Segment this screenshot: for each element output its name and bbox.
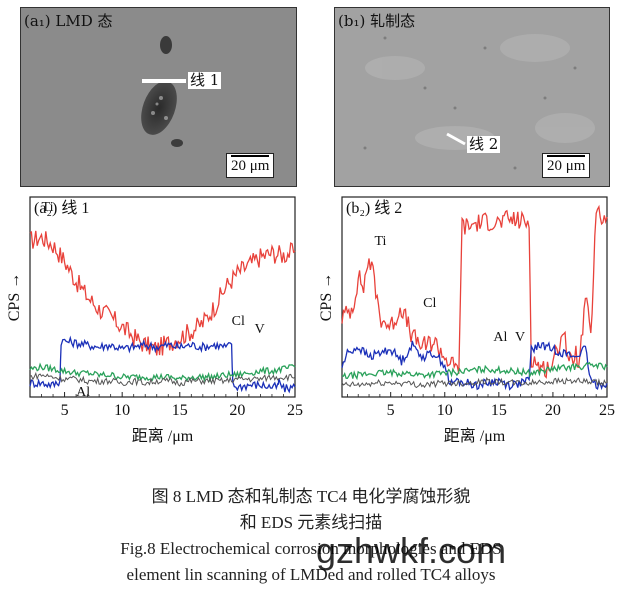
scale-label-b1: 20 μm	[547, 158, 586, 174]
x-tick-label: 15	[491, 402, 507, 419]
scale-bar-b1: 20 μm	[542, 153, 591, 178]
micrograph-lmd	[20, 7, 297, 187]
x-tick-label: 10	[114, 402, 130, 419]
x-axis-label: 距离 /μm	[132, 427, 194, 445]
caption-en-line2: element lin scanning of LMDed and rolled…	[126, 565, 496, 584]
series-label-v: V	[255, 322, 265, 337]
series-line-cl	[29, 335, 296, 394]
caption-cn-line1: 图 8 LMD 态和轧制态 TC4 电化学腐蚀形貌	[151, 487, 471, 506]
series-label-ti: Ti	[374, 234, 386, 249]
eds-line-scan-chart-b2: Ti Cl V Al (b₂) 线 2 5 10 15 20 25 距离 /μm CPS →	[318, 196, 615, 445]
series-line-ti	[29, 230, 296, 356]
x-tick-label: 15	[172, 402, 188, 419]
chart-title: (a₂) 线 1	[34, 199, 89, 217]
panel-label-a1: (a₁) LMD 态	[24, 12, 113, 30]
series-line-v	[341, 361, 608, 381]
series-label-cl: Cl	[423, 296, 436, 311]
caption-cn-line2: 和 EDS 元素线扫描	[239, 513, 383, 532]
series-label-cl: Cl	[232, 314, 245, 329]
line-label-1: 线 1	[188, 71, 222, 89]
plot-area	[29, 196, 296, 398]
x-tick-label: 5	[61, 402, 69, 419]
series-label-v: V	[515, 330, 525, 345]
panel-label-b1: (b₁) 轧制态	[338, 12, 416, 30]
watermark: gzhwkf.com	[316, 530, 507, 571]
x-tick-label: 25	[287, 402, 303, 419]
series-label-ti: Ti	[42, 200, 54, 215]
caption-en-line1: Fig.8 Electrochemical corrosion morpholo…	[120, 539, 502, 558]
x-tick-label: 20	[229, 402, 245, 419]
chart-title: (b₂) 线 2	[346, 199, 402, 217]
x-tick-label: 25	[599, 402, 615, 419]
eds-line-scan-chart-a2: Ti Cl V Al (a₂) 线 1 5 10 15 20 25 距离 /μm CPS →	[6, 196, 303, 445]
series-label-al: Al	[76, 385, 90, 400]
series-label-al: Al	[493, 330, 507, 345]
y-axis-label: CPS →	[6, 273, 23, 321]
x-axis-label: 距离 /μm	[444, 427, 506, 445]
scale-bar-a1: 20 μm	[226, 153, 275, 178]
plot-area	[341, 196, 608, 398]
x-tick-label: 5	[387, 402, 395, 419]
micrograph-lmd-image	[21, 8, 296, 186]
scale-label-a1: 20 μm	[231, 158, 270, 174]
series-line-al	[341, 376, 607, 389]
y-axis-label: CPS →	[318, 273, 335, 321]
series-line-cl	[341, 340, 608, 391]
x-tick-label: 10	[437, 402, 453, 419]
series-line-al	[29, 371, 296, 387]
series-line-ti	[341, 204, 608, 379]
x-tick-label: 20	[545, 402, 561, 419]
line-label-2: 线 2	[467, 135, 501, 153]
